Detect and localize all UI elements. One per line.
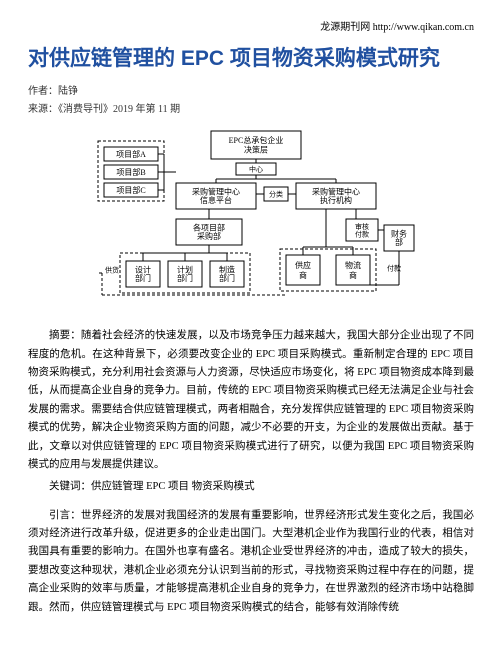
svg-text:部: 部 <box>395 238 403 248</box>
svg-text:EPC总承包企业: EPC总承包企业 <box>229 136 284 146</box>
abstract-paragraph: 摘要：随着社会经济的快速发展，以及市场竞争压力越来越大，我国大部分企业出现了不同… <box>28 327 474 474</box>
keywords-line: 关键词：供应链管理 EPC 项目 物资采购模式 <box>28 478 474 496</box>
svg-text:部门: 部门 <box>135 274 151 284</box>
svg-text:部门: 部门 <box>177 274 193 284</box>
svg-text:各项目部: 各项目部 <box>193 223 225 233</box>
svg-text:决策层: 决策层 <box>244 145 268 155</box>
author-name: 陆铮 <box>58 86 78 97</box>
abstract-label: 摘要： <box>49 330 81 341</box>
svg-text:制造: 制造 <box>219 265 235 275</box>
keywords-label: 关键词： <box>49 481 91 492</box>
svg-text:中心: 中心 <box>249 165 263 174</box>
svg-text:商: 商 <box>349 270 357 280</box>
svg-text:付款: 付款 <box>387 264 401 273</box>
abstract-text: 随着社会经济的快速发展，以及市场竞争压力越来越大，我国大部分企业出现了不同程度的… <box>28 330 474 470</box>
header-site-url[interactable]: http://www.qikan.com.cn <box>373 22 474 33</box>
intro-text: 世界经济的发展对我国经济的发展有重要影响，世界经济形式发生变化之后，我国必须对经… <box>28 510 474 613</box>
svg-text:部门: 部门 <box>219 274 235 284</box>
svg-text:项目部B: 项目部B <box>116 167 145 177</box>
svg-text:财务: 财务 <box>391 229 407 239</box>
svg-text:采购管理中心: 采购管理中心 <box>312 187 360 197</box>
diagram-container: EPC总承包企业决策层中心项目部A项目部B项目部C采购管理中心信息平台分类采购管… <box>28 127 474 317</box>
article-meta: 作者：陆铮 来源：《消费导刊》2019 年第 11 期 <box>28 83 474 119</box>
svg-text:付款: 付款 <box>355 230 369 239</box>
svg-text:计划: 计划 <box>177 265 193 275</box>
svg-text:采购管理中心: 采购管理中心 <box>192 187 240 197</box>
svg-text:供货: 供货 <box>105 266 119 275</box>
keywords-text: 供应链管理 EPC 项目 物资采购模式 <box>91 481 255 492</box>
svg-text:分类: 分类 <box>269 190 283 199</box>
header-source-link: 龙源期刊网 http://www.qikan.com.cn <box>28 18 474 33</box>
svg-text:设计: 设计 <box>135 265 151 275</box>
intro-paragraph: 引言：世界经济的发展对我国经济的发展有重要影响，世界经济形式发生变化之后，我国必… <box>28 507 474 617</box>
intro-label: 引言： <box>49 510 81 521</box>
author-label: 作者： <box>28 86 58 97</box>
svg-text:项目部C: 项目部C <box>116 185 145 195</box>
source-label: 来源： <box>28 104 58 115</box>
svg-text:供应: 供应 <box>295 260 311 270</box>
svg-text:信息平台: 信息平台 <box>200 196 232 206</box>
svg-text:项目部A: 项目部A <box>116 149 146 159</box>
source-value: 《消费导刊》2019 年第 11 期 <box>58 104 180 115</box>
header-site-label: 龙源期刊网 <box>320 22 370 33</box>
source-line: 来源：《消费导刊》2019 年第 11 期 <box>28 101 474 119</box>
svg-text:采购部: 采购部 <box>197 232 221 242</box>
svg-text:物流: 物流 <box>345 260 361 270</box>
author-line: 作者：陆铮 <box>28 83 474 101</box>
svg-text:商: 商 <box>299 270 307 280</box>
svg-text:执行机构: 执行机构 <box>320 196 352 206</box>
article-title: 对供应链管理的 EPC 项目物资采购模式研究 <box>28 45 474 73</box>
org-flow-diagram: EPC总承包企业决策层中心项目部A项目部B项目部C采购管理中心信息平台分类采购管… <box>86 127 416 317</box>
